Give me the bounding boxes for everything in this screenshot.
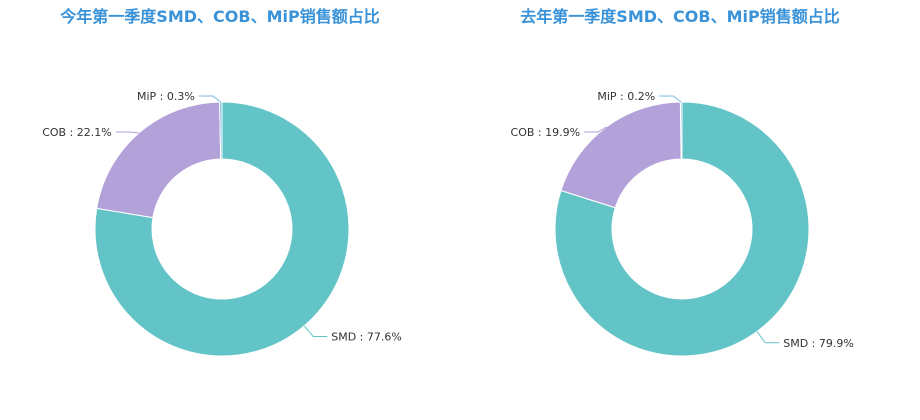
chart-title-last-year: 去年第一季度SMD、COB、MiP销售额占比 [520, 7, 840, 26]
donut-chart-last-year: 去年第一季度SMD、COB、MiP销售额占比 SMD : 79.9% COB : … [460, 0, 920, 420]
leader-line-mip [198, 95, 222, 103]
slice-label-mip: MiP : 0.2% [597, 90, 655, 103]
slice-label-smd: SMD : 77.6% [331, 331, 402, 344]
leader-line-smd [756, 331, 780, 344]
slice-label-cob: COB : 22.1% [42, 126, 112, 139]
leader-line-mip [659, 95, 682, 103]
donut-chart-this-year: 今年第一季度SMD、COB、MiP销售额占比 SMD : 77.6% COB : … [42, 7, 402, 357]
slice-label-smd: SMD : 79.9% [783, 337, 854, 350]
leader-line-cob [115, 131, 139, 134]
slice-label-cob: COB : 19.9% [511, 126, 581, 139]
leader-line-cob [584, 126, 607, 133]
slice-cob[interactable] [96, 101, 222, 219]
slice-cob[interactable] [560, 101, 682, 209]
chart-title-this-year: 今年第一季度SMD、COB、MiP销售额占比 [60, 7, 380, 26]
donut-svg-last-year: SMD : 79.9% COB : 19.9% MiP : 0.2% [511, 90, 854, 357]
slice-smd[interactable] [94, 101, 350, 357]
leader-line-smd [303, 325, 328, 338]
slice-mip[interactable] [679, 101, 683, 160]
slice-smd[interactable] [554, 101, 810, 357]
slice-label-mip: MiP : 0.3% [137, 90, 195, 103]
donut-svg-this-year: SMD : 77.6% COB : 22.1% MiP : 0.3% [42, 90, 402, 357]
